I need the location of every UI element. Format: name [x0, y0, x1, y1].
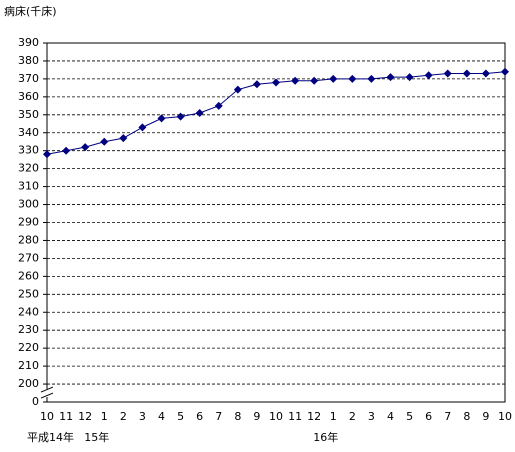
- x-tick-label: 10: [498, 410, 512, 423]
- x-tick-label: 9: [482, 410, 489, 423]
- x-tick-label: 6: [425, 410, 432, 423]
- marker: [367, 74, 376, 83]
- x-tick-label: 1: [330, 410, 337, 423]
- marker: [443, 69, 452, 78]
- marker: [481, 69, 490, 78]
- marker: [233, 85, 242, 94]
- y-tick-label: 0: [32, 395, 39, 408]
- marker: [329, 74, 338, 83]
- y-tick-label: 320: [18, 162, 39, 175]
- y-tick-label: 300: [18, 198, 39, 211]
- x-tick-label: 2: [120, 410, 127, 423]
- marker: [214, 101, 223, 110]
- x-tick-label: 2: [349, 410, 356, 423]
- marker: [462, 69, 471, 78]
- x-tick-label: 4: [158, 410, 165, 423]
- x-tick-label: 7: [444, 410, 451, 423]
- x-year-label: 平成14年: [27, 430, 74, 444]
- x-tick-label: 9: [253, 410, 260, 423]
- y-tick-label: 360: [18, 90, 39, 103]
- x-tick-label: 8: [463, 410, 470, 423]
- marker: [272, 78, 280, 87]
- y-axis-label: 病床(千床): [4, 4, 57, 18]
- x-tick-label: 10: [40, 410, 54, 423]
- marker: [310, 76, 319, 85]
- y-tick-label: 310: [18, 180, 39, 193]
- plot-frame: [46, 42, 506, 403]
- marker: [176, 112, 185, 121]
- marker: [252, 80, 261, 89]
- marker: [138, 123, 147, 132]
- x-tick-label: 5: [406, 410, 413, 423]
- marker: [43, 150, 51, 159]
- x-tick-label: 5: [177, 410, 184, 423]
- y-tick-label: 380: [18, 54, 39, 67]
- marker: [157, 114, 166, 123]
- marker: [386, 73, 395, 82]
- marker: [348, 74, 357, 83]
- marker: [62, 146, 71, 155]
- marker: [119, 134, 128, 143]
- axis-break: [40, 386, 54, 399]
- y-tick-label: 250: [18, 287, 39, 300]
- x-tick-label: 7: [215, 410, 222, 423]
- y-tick-label: 280: [18, 233, 39, 246]
- x-tick-label: 12: [307, 410, 321, 423]
- x-tick-label: 1: [101, 410, 108, 423]
- y-tick-label: 330: [18, 144, 39, 157]
- y-tick-label: 340: [18, 126, 39, 139]
- x-year-label: 16年: [313, 430, 338, 444]
- x-tick-label: 12: [78, 410, 92, 423]
- x-tick-label: 10: [269, 410, 283, 423]
- marker: [81, 143, 90, 152]
- marker: [424, 71, 433, 80]
- marker: [501, 67, 509, 76]
- y-tick-label: 210: [18, 359, 39, 372]
- y-tick-label: 260: [18, 269, 39, 282]
- y-tick-label: 270: [18, 251, 39, 264]
- x-year-label: 15年: [84, 430, 109, 444]
- y-tick-label: 240: [18, 305, 39, 318]
- y-tick-label: 220: [18, 341, 39, 354]
- x-tick-label: 6: [196, 410, 203, 423]
- x-tick-label: 3: [368, 410, 375, 423]
- y-tick-label: 390: [18, 36, 39, 49]
- x-tick-label: 3: [139, 410, 146, 423]
- marker: [291, 76, 300, 85]
- y-tick-label: 350: [18, 108, 39, 121]
- y-tick-label: 230: [18, 323, 39, 336]
- x-tick-label: 11: [59, 410, 73, 423]
- axis-break-gap: [41, 389, 53, 398]
- x-tick-label: 4: [387, 410, 394, 423]
- marker: [405, 73, 414, 82]
- marker: [100, 137, 109, 146]
- x-tick-label: 8: [234, 410, 241, 423]
- y-tick-label: 290: [18, 216, 39, 229]
- marker: [195, 109, 204, 118]
- y-tick-label: 370: [18, 72, 39, 85]
- x-tick-label: 11: [288, 410, 302, 423]
- y-tick-label: 200: [18, 377, 39, 390]
